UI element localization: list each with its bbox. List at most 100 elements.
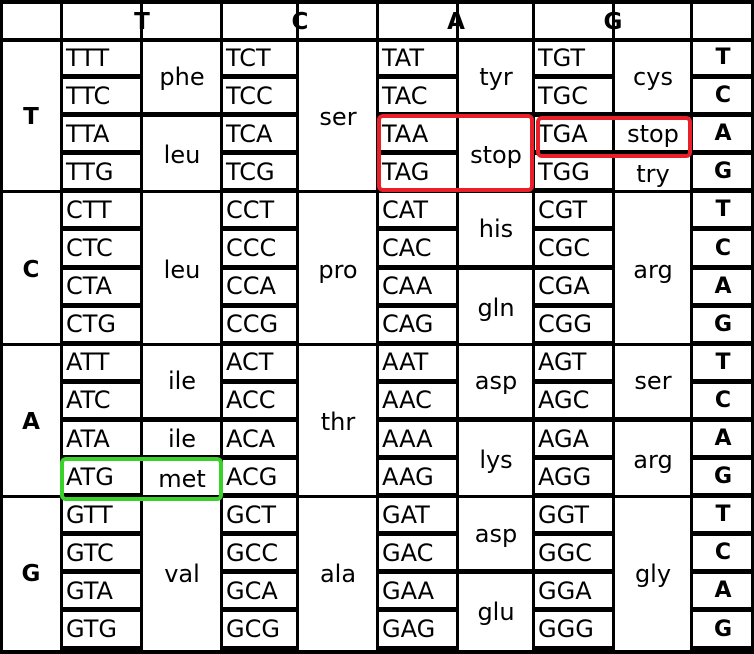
- codon-att: ATT: [62, 346, 142, 384]
- codon-agt: AGT: [534, 346, 614, 384]
- codon-ctg: CTG: [62, 308, 142, 346]
- codon-ccg: CCG: [222, 308, 298, 346]
- row-separator: [0, 342, 692, 346]
- codon-ggt: GGT: [534, 498, 614, 537]
- codon-ggc: GGC: [534, 536, 614, 575]
- third-base-c: C: [692, 384, 754, 422]
- row-base-a: A: [22, 408, 40, 435]
- codon-gtg: GTG: [62, 613, 142, 651]
- codon-ctc: CTC: [62, 232, 142, 270]
- row-base-g: G: [21, 561, 41, 588]
- third-base-a: A: [692, 422, 754, 461]
- amino-acid-pro: pro: [318, 255, 358, 284]
- amino-acid-stop: stop: [470, 141, 522, 170]
- amino-acid-glu: glu: [477, 598, 515, 627]
- third-base-t: T: [692, 193, 754, 232]
- amino-acid-val: val: [164, 560, 200, 589]
- amino-acid-ile: ile: [142, 422, 222, 461]
- codon-caa: CAA: [378, 270, 458, 308]
- codon-gag: GAG: [378, 613, 458, 651]
- codon-gtt: GTT: [62, 498, 142, 537]
- codon-tgc: TGC: [534, 79, 614, 118]
- row-separator: [0, 190, 692, 194]
- codon-tgg: TGG: [534, 155, 614, 194]
- third-base-g: G: [692, 308, 754, 346]
- column-divider: [140, 0, 143, 654]
- third-base-a: A: [692, 117, 754, 156]
- amino-acid-ser: ser: [614, 346, 692, 422]
- amino-acid-asp: asp: [458, 498, 534, 575]
- amino-acid-arg: arg: [633, 255, 673, 284]
- third-base-c: C: [692, 536, 754, 575]
- codon-acg: ACG: [222, 460, 298, 499]
- amino-acid-ser: ser: [319, 103, 357, 132]
- column-divider: [690, 0, 693, 654]
- amino-acid-tyr: tyr: [458, 41, 534, 118]
- codon-cca: CCA: [222, 270, 298, 308]
- codon-ata: ATA: [62, 422, 142, 461]
- codon-agc: AGC: [534, 384, 614, 422]
- amino-acid-try: try: [636, 160, 670, 189]
- amino-acid-gln: gln: [477, 293, 515, 322]
- codon-tgt: TGT: [534, 41, 614, 80]
- codon-cag: CAG: [378, 308, 458, 346]
- codon-aga: AGA: [534, 422, 614, 461]
- codon-ttt: TTT: [62, 41, 142, 80]
- codon-tga: TGA: [534, 117, 614, 156]
- amino-acid-leu: leu: [163, 141, 201, 170]
- third-base-a: A: [692, 270, 754, 308]
- codon-atg: ATG: [62, 460, 142, 499]
- codon-tta: TTA: [62, 117, 142, 156]
- codon-atc: ATC: [62, 384, 142, 422]
- codon-gat: GAT: [378, 498, 458, 537]
- amino-acid-phe: phe: [142, 41, 222, 118]
- third-base-t: T: [692, 346, 754, 384]
- codon-gtc: GTC: [62, 536, 142, 575]
- codon-gac: GAC: [378, 536, 458, 575]
- codon-aag: AAG: [378, 460, 458, 499]
- column-divider: [456, 0, 459, 654]
- amino-acid-arg: arg: [633, 446, 673, 475]
- column-divider: [0, 0, 3, 654]
- column-header-c: C: [291, 8, 309, 35]
- codon-ccc: CCC: [222, 232, 298, 270]
- column-divider: [376, 0, 379, 654]
- column-divider: [296, 0, 299, 654]
- row-base-t: T: [23, 104, 39, 131]
- third-base-t: T: [692, 498, 754, 537]
- codon-gct: GCT: [222, 498, 298, 537]
- codon-tat: TAT: [378, 41, 458, 80]
- third-base-c: C: [692, 232, 754, 270]
- codon-tcc: TCC: [222, 79, 298, 118]
- codon-gga: GGA: [534, 574, 614, 613]
- codon-aca: ACA: [222, 422, 298, 461]
- codon-tac: TAC: [378, 79, 458, 118]
- codon-cct: CCT: [222, 193, 298, 232]
- column-divider: [60, 0, 63, 654]
- codon-ttc: TTC: [62, 79, 142, 118]
- amino-acid-stop: stop: [614, 117, 692, 156]
- third-base-g: G: [692, 613, 754, 651]
- third-base-c: C: [692, 79, 754, 118]
- codon-gaa: GAA: [378, 574, 458, 613]
- codon-aaa: AAA: [378, 422, 458, 461]
- codon-cac: CAC: [378, 232, 458, 270]
- codon-acc: ACC: [222, 384, 298, 422]
- codon-taa: TAA: [378, 117, 458, 156]
- amino-acid-his: his: [458, 193, 534, 270]
- codon-ggg: GGG: [534, 613, 614, 651]
- row-separator: [0, 495, 692, 499]
- codon-agg: AGG: [534, 460, 614, 499]
- amino-acid-asp: asp: [458, 346, 534, 422]
- third-base-a: A: [692, 574, 754, 613]
- codon-gcg: GCG: [222, 613, 298, 651]
- codon-gta: GTA: [62, 574, 142, 613]
- third-base-g: G: [692, 460, 754, 499]
- codon-cgc: CGC: [534, 232, 614, 270]
- codon-cat: CAT: [378, 193, 458, 232]
- third-base-t: T: [692, 41, 754, 80]
- codon-act: ACT: [222, 346, 298, 384]
- amino-acid-leu: leu: [163, 255, 201, 284]
- amino-acid-thr: thr: [320, 407, 356, 436]
